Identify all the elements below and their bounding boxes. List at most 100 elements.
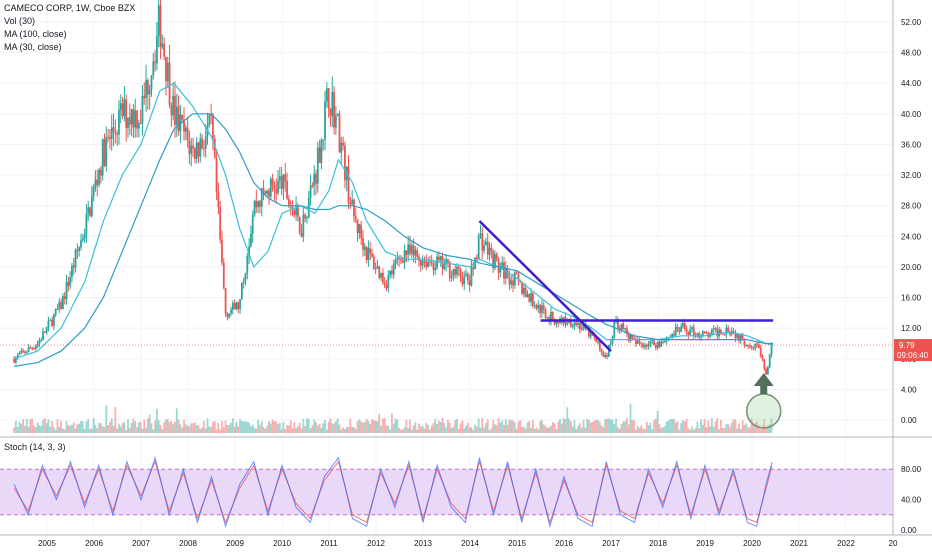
candle-body xyxy=(360,224,363,238)
volume-bar xyxy=(137,422,140,433)
candle-body xyxy=(604,354,607,357)
candle-body xyxy=(33,348,35,350)
candle-body xyxy=(649,340,652,345)
volume-bar xyxy=(58,426,61,433)
volume-bar xyxy=(389,429,391,433)
volume-bar xyxy=(284,429,287,433)
volume-bar xyxy=(595,419,598,433)
candle-body xyxy=(566,322,569,325)
candle-body xyxy=(653,340,655,346)
volume-bar xyxy=(748,427,751,433)
volume-bar xyxy=(134,421,137,433)
volume-bar xyxy=(224,420,227,433)
candle-body xyxy=(678,329,681,332)
volume-bar xyxy=(56,419,59,433)
volume-bar xyxy=(597,419,599,433)
candle-body xyxy=(136,110,138,129)
current-price-tag xyxy=(894,339,932,362)
candle-body xyxy=(588,326,590,337)
volume-bar xyxy=(474,424,476,433)
candle-body xyxy=(143,95,146,98)
candle-body xyxy=(470,267,473,286)
candle-body xyxy=(190,145,193,154)
volume-bar xyxy=(457,428,460,433)
candle-body xyxy=(74,249,77,268)
time-tick-label: 2020 xyxy=(743,539,761,548)
volume-bar xyxy=(685,418,688,433)
volume-bar xyxy=(739,428,742,433)
candle-body xyxy=(595,337,598,342)
volume-bar xyxy=(31,418,34,433)
volume-bar xyxy=(159,424,162,433)
candle-body xyxy=(673,333,675,336)
volume-bar xyxy=(331,423,334,433)
candle-body xyxy=(284,174,287,181)
volume-bar xyxy=(90,428,93,433)
candle-body xyxy=(260,188,263,207)
candle-body xyxy=(47,321,50,328)
volume-bar xyxy=(65,420,68,433)
candle-body xyxy=(233,302,236,310)
volume-bar xyxy=(315,422,317,433)
volume-bar xyxy=(445,427,448,433)
volume-bar xyxy=(29,419,32,433)
volume-bar xyxy=(89,428,91,433)
volume-bar xyxy=(564,419,567,433)
candle-body xyxy=(56,309,59,311)
candle-body xyxy=(351,199,354,205)
volume-bar xyxy=(477,418,480,433)
time-tick-label: 20 xyxy=(889,539,898,548)
volume-bar xyxy=(351,426,354,433)
candle-body xyxy=(412,245,415,256)
candle-body xyxy=(278,176,281,181)
volume-bar xyxy=(568,418,570,433)
volume-bar xyxy=(85,421,88,433)
candle-body xyxy=(550,311,552,321)
candle-body xyxy=(380,272,382,278)
volume-bar xyxy=(179,424,182,433)
candle-body xyxy=(298,216,301,234)
volume-bar xyxy=(378,413,381,433)
price-tick-label: 20.00 xyxy=(901,263,922,272)
candle-body xyxy=(575,322,578,325)
volume-bar xyxy=(550,425,552,433)
candle-body xyxy=(734,332,737,339)
volume-bar xyxy=(624,421,626,433)
candle-body xyxy=(222,262,225,289)
candle-body xyxy=(372,256,375,269)
candle-body xyxy=(98,169,100,186)
volume-bar xyxy=(324,419,326,433)
candle-body xyxy=(67,281,70,286)
volume-bar xyxy=(136,427,138,433)
volume-bar xyxy=(700,419,702,433)
volume-bar xyxy=(76,424,79,433)
candle-body xyxy=(676,326,679,330)
candle-body xyxy=(159,5,162,48)
candle-body xyxy=(456,266,458,275)
candle-body xyxy=(537,305,540,309)
volume-bar xyxy=(161,429,164,433)
volume-bar xyxy=(262,426,265,433)
candle-body xyxy=(157,5,160,36)
candle-body xyxy=(423,260,426,262)
volume-bar xyxy=(488,429,491,433)
volume-bar xyxy=(192,423,194,433)
volume-bar xyxy=(544,425,547,433)
volume-bar xyxy=(246,421,249,433)
volume-bar xyxy=(533,429,536,433)
volume-bar xyxy=(99,423,102,433)
candle-body xyxy=(358,224,361,234)
candle-body xyxy=(300,233,303,237)
volume-bar xyxy=(665,421,668,433)
volume-bar xyxy=(658,424,661,433)
candle-body xyxy=(613,321,616,338)
volume-bar xyxy=(72,422,75,433)
volume-bar xyxy=(118,423,120,433)
candle-body xyxy=(739,333,742,341)
volume-bar xyxy=(387,425,390,433)
candle-body xyxy=(557,321,560,324)
candle-body xyxy=(255,200,258,208)
candle-body xyxy=(36,343,39,347)
volume-bar xyxy=(416,429,419,433)
